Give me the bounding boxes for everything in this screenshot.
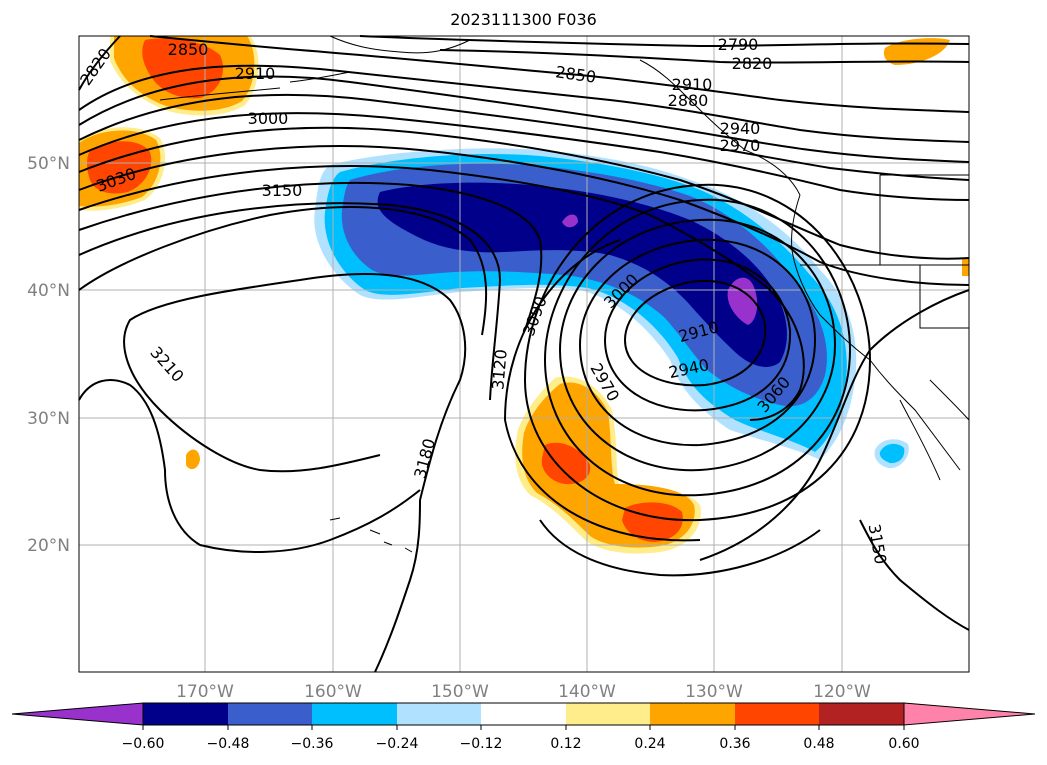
contour-2820-nw	[78, 35, 121, 91]
contour-3210-lower	[374, 499, 421, 673]
colorbar-swatch	[312, 703, 397, 725]
colorbar-tick-label: 0.24	[634, 736, 665, 752]
contour-label: 2940	[720, 119, 761, 138]
coastline-alaska	[329, 35, 471, 54]
map-title: 2023111300 F036	[450, 10, 597, 29]
contour-label: 3120	[488, 348, 510, 390]
contour-3030	[78, 145, 970, 286]
colorbar-extend-max	[903, 702, 1036, 726]
contour-label: 2790	[718, 35, 759, 54]
state-borders	[800, 174, 969, 329]
lat-label-30: 30°N	[27, 409, 70, 429]
pos-anomaly-nw-mid	[87, 141, 152, 194]
contour-label: 2820	[732, 54, 773, 73]
colorbar-swatch	[228, 703, 312, 725]
colorbar-tick-label: −0.12	[460, 736, 503, 752]
contour-low-2970	[603, 258, 792, 412]
contour-2970	[78, 112, 970, 201]
contour-3180	[123, 273, 467, 501]
contour-low-3090b	[523, 183, 872, 522]
lon-label-160: 160°W	[304, 682, 362, 702]
contour-3060	[78, 165, 805, 421]
coastlines	[159, 35, 970, 553]
coastline-baja	[869, 359, 961, 481]
contour-2850	[149, 35, 970, 113]
contour-label: 2880	[668, 91, 709, 110]
lat-label-50: 50°N	[27, 154, 70, 174]
colorbar-swatch	[397, 703, 481, 725]
colorbar-tick-label: −0.60	[122, 736, 165, 752]
lat-label-40: 40°N	[27, 281, 70, 301]
colorbar-swatch	[735, 703, 819, 725]
contour-3000	[78, 126, 970, 260]
colorbar-tick-label: −0.24	[376, 736, 419, 752]
contour-label: 2910	[235, 64, 276, 83]
contour-low-3150b	[539, 519, 821, 577]
lon-label-140: 140°W	[558, 682, 616, 702]
colorbar-border	[142, 702, 905, 726]
colorbar-tick-label: −0.48	[207, 736, 250, 752]
lat-label-20: 20°N	[27, 536, 70, 556]
contour-label: 2910	[672, 75, 713, 94]
contour-3090	[78, 181, 543, 331]
pos-anomaly-ne	[883, 38, 950, 65]
contour-low-3060b	[543, 198, 852, 497]
colorbar-tick-label: 0.48	[803, 736, 834, 752]
coastline-uswest	[791, 194, 871, 361]
colorbar-swatch	[481, 703, 566, 725]
contour-label: 2850	[168, 40, 209, 59]
latitude-labels: 20°N 30°N 40°N 50°N	[27, 154, 70, 556]
colorbar-tick-label: −0.36	[291, 736, 334, 752]
pos-anomaly-small-east	[962, 258, 969, 276]
pos-anomaly-small	[186, 449, 200, 470]
neg-anomaly-small-core	[879, 443, 905, 464]
contour-2910	[78, 75, 970, 163]
colorbar-swatch	[650, 703, 735, 725]
colorbar-ticks	[142, 725, 905, 730]
coastline-mexico	[929, 379, 970, 421]
contour-3120	[78, 202, 502, 401]
contour-low-3030	[558, 218, 837, 472]
contour-3150	[78, 206, 970, 561]
contour-label: 3150	[262, 181, 303, 200]
coastline-bc	[639, 59, 801, 196]
pos-anomaly-sub-mid	[541, 442, 591, 485]
colorbar-swatch	[566, 703, 650, 725]
longitude-labels: 170°W 160°W 150°W 140°W 130°W 120°W	[176, 682, 871, 702]
map-border	[78, 35, 970, 673]
lon-label-130: 130°W	[685, 682, 743, 702]
height-contours	[78, 35, 970, 673]
lon-label-170: 170°W	[176, 682, 234, 702]
colorbar-swatch	[819, 703, 904, 725]
contour-low-3000	[578, 238, 817, 447]
coastline-hawaii	[329, 517, 413, 553]
neg-anomaly-extreme-2	[562, 214, 578, 228]
colorbar-tick-label: 0.60	[888, 736, 919, 752]
contour-2820-top	[439, 49, 970, 64]
contour-2940	[78, 93, 970, 181]
pos-anomaly-top-mid	[142, 38, 224, 99]
contour-3150-se	[859, 519, 970, 631]
colorbar-extend-min	[11, 702, 144, 726]
contour-low-3120b	[504, 239, 701, 542]
colorbar-swatch	[143, 703, 228, 725]
contour-low-2940	[623, 279, 767, 387]
neg-anomaly-strong	[377, 182, 787, 367]
colorbar-tick-label: 0.12	[550, 736, 581, 752]
contour-label: 2970	[720, 136, 761, 155]
contour-2880	[78, 64, 970, 143]
neg-anomaly-extreme	[727, 277, 758, 325]
lon-label-150: 150°W	[431, 682, 489, 702]
contour-label: 3000	[248, 109, 289, 128]
contour-2790	[359, 35, 970, 48]
colorbar: −0.60 −0.48 −0.36 −0.24 −0.12 0.12 0.24 …	[11, 702, 1036, 752]
colorbar-tick-label: 0.36	[719, 736, 750, 752]
contour-3210	[78, 379, 421, 553]
lon-label-120: 120°W	[813, 682, 871, 702]
